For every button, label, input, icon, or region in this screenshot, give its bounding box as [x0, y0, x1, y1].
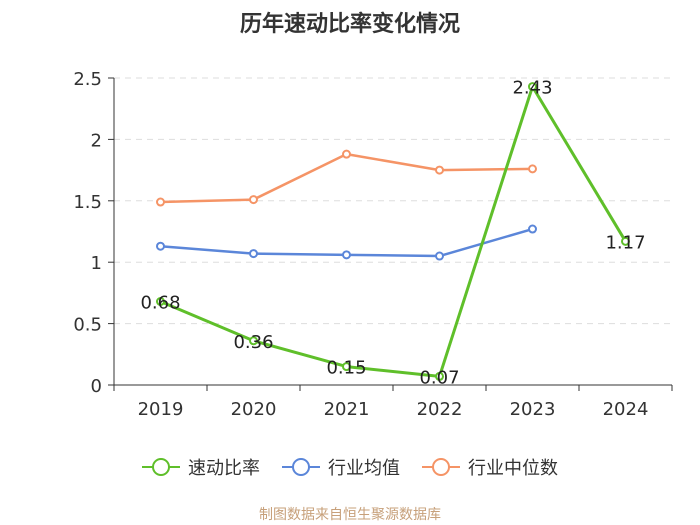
data-label: 1.17 — [605, 232, 645, 253]
data-label: 0.07 — [419, 367, 459, 388]
chart-title: 历年速动比率变化情况 — [239, 12, 460, 37]
data-point — [621, 236, 630, 246]
data-point — [156, 296, 165, 306]
legend-label: 速动比率 — [188, 458, 260, 479]
y-tick-label: 2.5 — [73, 69, 102, 90]
data-point — [249, 249, 258, 259]
x-tick-label: 2021 — [324, 399, 370, 420]
legend-label: 行业均值 — [328, 458, 400, 479]
chart-plot: 0 0.5 1 1.5 2 2.5 2019 2020 2021 2022 2023 2024 0.68… — [73, 69, 673, 420]
data-point — [528, 82, 537, 92]
legend-item-industry-mean[interactable]: 行业均值 — [282, 454, 400, 480]
y-tick-label: 0.5 — [73, 315, 102, 336]
data-point — [528, 164, 537, 174]
data-point — [342, 149, 351, 159]
x-tick-label: 2023 — [510, 399, 556, 420]
data-point — [156, 197, 165, 207]
data-point — [342, 362, 351, 372]
data-point — [435, 251, 444, 261]
data-point — [249, 336, 258, 346]
x-tick-label: 2020 — [231, 399, 277, 420]
x-tick-label: 2022 — [417, 399, 463, 420]
data-label: 2.43 — [512, 78, 552, 99]
y-tick-label: 0 — [91, 376, 102, 397]
series-line — [159, 85, 627, 378]
data-point — [435, 371, 444, 381]
data-point — [528, 224, 537, 234]
legend-marker-icon — [142, 458, 180, 476]
legend-marker-icon — [422, 458, 460, 476]
data-label: 0.36 — [233, 332, 273, 353]
series-line — [160, 152, 533, 204]
x-tick-label: 2019 — [138, 399, 184, 420]
legend-item-industry-median[interactable]: 行业中位数 — [422, 454, 558, 480]
legend-label: 行业中位数 — [468, 458, 558, 479]
data-point — [249, 195, 258, 205]
data-point — [156, 241, 165, 251]
y-tick-label: 2 — [91, 130, 102, 151]
data-label: 0.68 — [140, 292, 180, 313]
y-tick-label: 1.5 — [73, 192, 102, 213]
data-label: 0.15 — [326, 358, 366, 379]
legend-item-quick-ratio[interactable]: 速动比率 — [142, 454, 260, 480]
legend: 速动比率 行业均值 行业中位数 — [0, 452, 700, 482]
x-tick-label: 2024 — [603, 399, 649, 420]
y-tick-label: 1 — [91, 253, 102, 274]
legend-marker-icon — [282, 458, 320, 476]
data-point — [435, 165, 444, 175]
source-note: 制图数据来自恒生聚源数据库 — [259, 507, 441, 523]
data-point — [342, 250, 351, 260]
